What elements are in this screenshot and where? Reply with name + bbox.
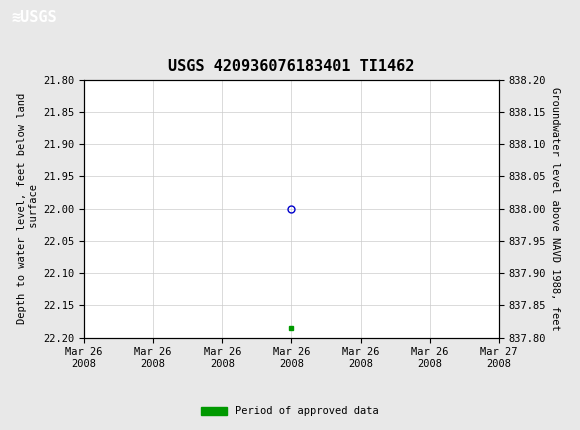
Title: USGS 420936076183401 TI1462: USGS 420936076183401 TI1462 — [168, 59, 415, 74]
Legend: Period of approved data: Period of approved data — [197, 402, 383, 421]
Y-axis label: Groundwater level above NAVD 1988, feet: Groundwater level above NAVD 1988, feet — [550, 87, 560, 330]
Y-axis label: Depth to water level, feet below land
 surface: Depth to water level, feet below land su… — [17, 93, 39, 324]
Text: ≋USGS: ≋USGS — [12, 10, 57, 25]
